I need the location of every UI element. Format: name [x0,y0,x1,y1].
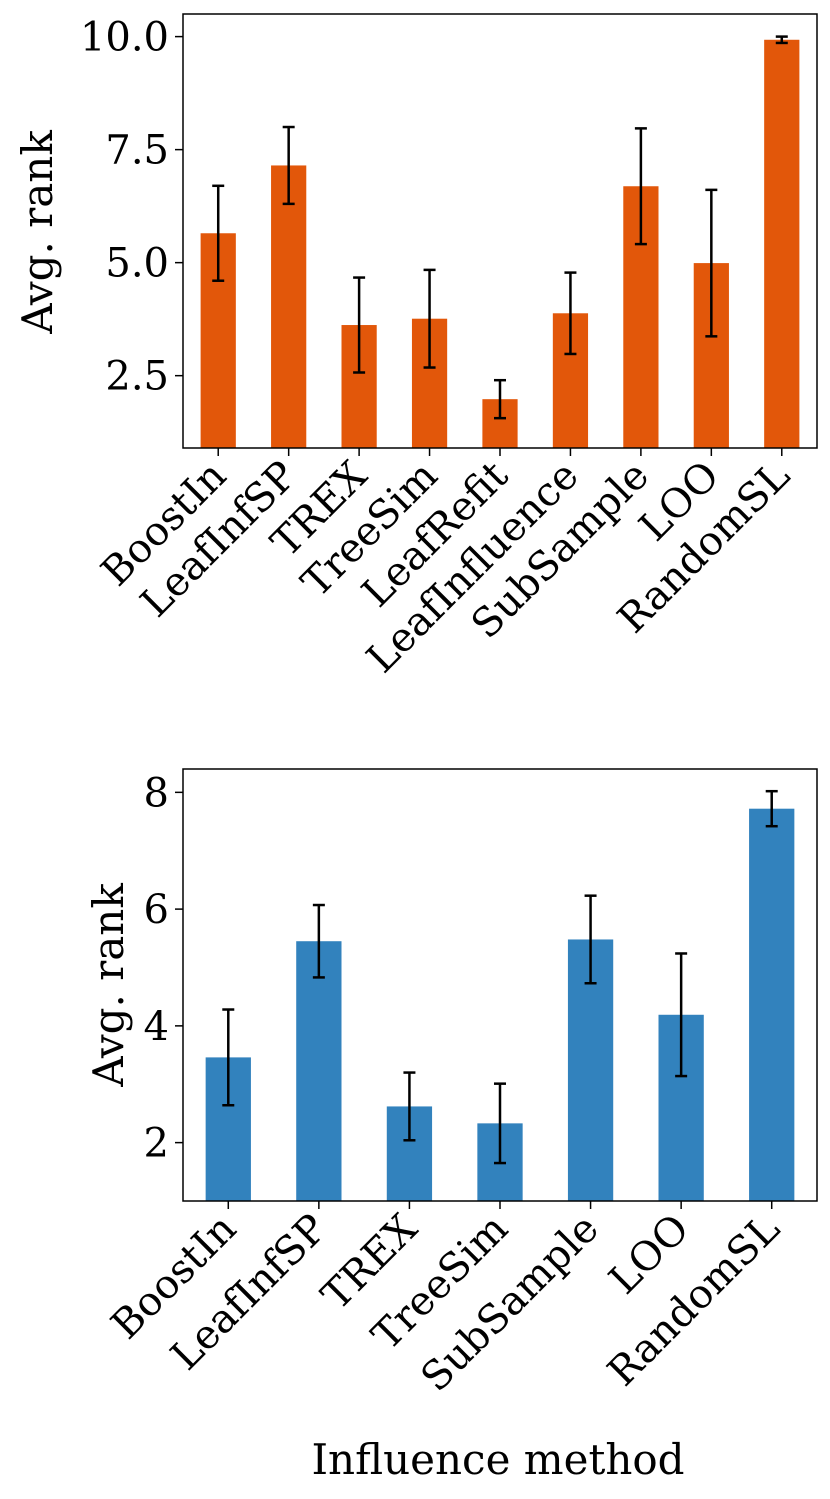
top-error-bars [212,35,788,420]
error-bar-TreeSim [423,268,436,369]
bar-RandomSL [764,39,800,449]
error-bar-SubSample [584,894,597,985]
bottom-y-axis-title: Avg. rank [84,883,133,1088]
error-bar-TREX [403,1071,416,1142]
chart-bottom: Avg. rank 2 4 6 8 BoostInLeafInfSPTREXTreeS… [84,768,818,1484]
error-bar-SubSample [634,127,647,246]
error-bar-LOO [705,188,718,338]
error-bar-LOO [675,952,688,1078]
error-bar-TreeSim [494,1082,506,1165]
bar-LeafInfSP [271,165,307,448]
bar-LeafInfSP [296,941,342,1201]
top-x-ticks: BoostInLeafInfSPTREXTreeSimLeafRefitLeaf… [93,448,799,682]
error-bar-LeafInfSP [282,125,295,206]
y-tick-label: 4 [144,1004,169,1050]
top-y-axis-title: Avg. rank [13,130,62,335]
y-tick-label: 10.0 [80,15,169,61]
top-bars [200,39,800,449]
chart-top: Avg. rank 2.5 5.0 7.5 10.0 BoostInLeafInfSP… [13,13,818,682]
y-tick-label: 5.0 [105,241,169,287]
y-tick-label: 6 [144,887,169,933]
bottom-y-ticks: 2 4 6 8 [144,770,183,1167]
error-bar-LeafInfSP [312,903,325,979]
error-bar-RandomSL [775,35,788,45]
error-bar-RandomSL [765,789,778,828]
bar-RandomSL [749,808,795,1201]
y-tick-label: 8 [144,770,169,816]
error-bar-TREX [353,276,366,374]
error-bar-BoostIn [222,1008,235,1107]
bottom-error-bars [222,789,778,1165]
error-bar-LeafInfluence [564,271,577,356]
error-bar-LeafRefit [494,378,506,420]
bottom-x-ticks: BoostInLeafInfSPTREXTreeSimSubSampleLOOR… [103,1201,789,1401]
y-tick-label: 2 [144,1121,169,1167]
bottom-x-axis-title: Influence method [311,1435,684,1484]
y-tick-label: 7.5 [105,128,169,174]
y-tick-label: 2.5 [105,354,169,400]
top-y-ticks: 2.5 5.0 7.5 10.0 [80,15,183,400]
error-bar-BoostIn [212,184,225,282]
